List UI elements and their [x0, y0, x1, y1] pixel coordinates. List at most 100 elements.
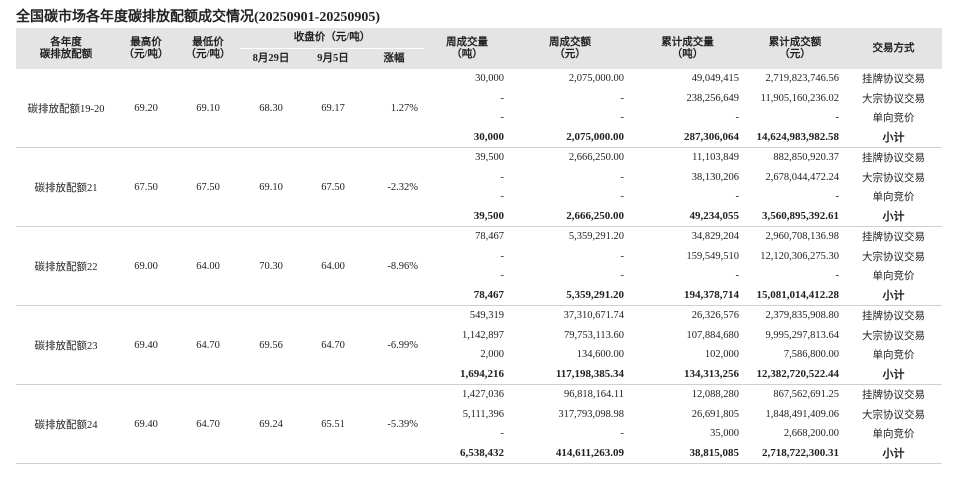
group-cell: 67.50: [302, 147, 364, 227]
data-cell: 2,666,250.00: [568, 152, 625, 164]
table-row: - - - - 单向竞价: [16, 187, 942, 207]
data-cell: 大宗协议交易: [862, 409, 926, 421]
table-row: - - 38,130,206 2,678,044,472.24 大宗协议交易: [16, 168, 942, 188]
header-cell: 累计成交额 （元）: [745, 28, 846, 69]
group-cell: 碳排放配额21: [16, 147, 116, 227]
data-cell: 317,793,098.98: [558, 408, 625, 420]
data-cell: 2,666,250.00: [510, 206, 631, 227]
data-cell: 26,691,805: [691, 408, 740, 420]
data-cell: 大宗协议交易: [862, 251, 926, 263]
data-cell: 挂牌协议交易: [862, 311, 926, 323]
group-cell: 67.50: [116, 147, 176, 227]
data-cell: 39,500: [475, 152, 505, 164]
data-cell: 2,719,823,746.56: [765, 73, 840, 85]
data-cell: -: [835, 191, 840, 203]
table-row: - - - - 单向竞价: [16, 108, 942, 128]
group-cell: 64.00: [302, 226, 364, 306]
data-cell: 37,310,671.74: [563, 310, 625, 322]
table-body: 碳排放配额19-20 69.20 69.10 68.30 69.17 1.27% 30,00…: [16, 69, 943, 464]
data-cell: 小计: [845, 443, 943, 464]
data-cell: 挂牌协议交易: [862, 74, 926, 86]
data-cell: 单向竞价: [872, 113, 915, 125]
data-cell: 78,467: [424, 285, 511, 306]
data-cell: 1,694,216: [424, 364, 511, 385]
table-row: 30,000 2,075,000.00 287,306,064 14,624,983,…: [16, 127, 943, 148]
group-cell: -8.96%: [364, 226, 425, 306]
group-cell: 69.10: [176, 69, 240, 148]
group-cell: 67.50: [176, 147, 240, 227]
header-cell: 最低价 （元/吨）: [176, 28, 240, 69]
data-cell: 大宗协议交易: [862, 172, 926, 184]
header-line: 最高价: [130, 36, 162, 48]
table-row: 碳排放配额24 69.40 64.70 69.24 65.51 -5.39% 1,427,0…: [16, 384, 942, 464]
table-row: 碳排放配额23 69.40 64.70 69.56 64.70 -6.99% 549,319…: [16, 305, 942, 385]
header-line: （吨）: [671, 48, 704, 60]
group-cell: -5.39%: [364, 384, 425, 464]
table-row: 5,111,396 317,793,098.98 26,691,805 1,848,4…: [16, 405, 942, 425]
data-cell: 134,600.00: [576, 349, 625, 361]
header-cell: 交易方式: [845, 28, 943, 69]
group-cell: 碳排放配额23: [16, 305, 116, 385]
data-cell: 102,000: [704, 349, 740, 361]
group-cell: 69.17: [302, 69, 364, 148]
data-cell: 2,379,835,908.80: [765, 310, 840, 322]
header-line: （元）: [779, 48, 811, 60]
header-line: （元/吨）: [123, 48, 169, 60]
data-cell: -: [835, 270, 840, 282]
group-cell: 64.70: [302, 305, 364, 385]
data-cell: -: [735, 270, 740, 282]
group-cell: 64.70: [176, 384, 240, 464]
data-cell: 12,382,720,522.44: [745, 364, 846, 385]
data-cell: 78,467: [475, 231, 505, 243]
data-cell: 12,120,306,275.30: [760, 250, 840, 262]
header-cell: 涨幅: [364, 48, 425, 69]
header-line: （吨）: [451, 48, 483, 60]
data-cell: 107,884,680: [686, 329, 740, 341]
data-cell: -: [620, 171, 625, 183]
data-cell: 小计: [845, 364, 943, 385]
data-cell: 287,306,064: [630, 127, 746, 148]
data-cell: 26,326,576: [691, 310, 740, 322]
data-cell: -: [620, 270, 625, 282]
group-cell: 69.40: [116, 305, 176, 385]
data-cell: 867,562,691.25: [773, 389, 840, 401]
data-cell: 15,081,014,412.28: [745, 285, 846, 306]
data-cell: 96,818,164.11: [564, 389, 625, 401]
header-line: 周成交额: [549, 36, 592, 48]
group-cell: 碳排放配额19-20: [16, 69, 116, 148]
header-cell: 收盘价（元/吨）: [240, 28, 425, 49]
data-cell: 11,103,849: [692, 152, 740, 164]
data-cell: 30,000: [424, 127, 511, 148]
header-line: （元/吨）: [185, 48, 231, 60]
data-cell: 414,611,263.09: [510, 443, 631, 464]
data-cell: 11,905,160,236.02: [760, 92, 840, 104]
table-row: - - - - 单向竞价: [16, 266, 942, 286]
data-cell: 12,088,280: [691, 389, 740, 401]
data-cell: 小计: [845, 206, 943, 227]
group-cell: 68.30: [240, 69, 302, 148]
table-row: 1,694,216 117,198,385.34 134,313,256 12,382…: [16, 364, 943, 385]
data-cell: -: [620, 428, 625, 440]
data-cell: 挂牌协议交易: [862, 232, 926, 244]
header-cell: 各年度 碳排放配额: [16, 28, 116, 69]
group-cell: 69.40: [116, 384, 176, 464]
data-cell: -: [620, 92, 625, 104]
data-cell: 2,960,708,136.98: [765, 231, 840, 243]
header-cell: 最高价 （元/吨）: [116, 28, 176, 69]
header-line: 周成交量: [446, 36, 489, 48]
data-cell: 117,198,385.34: [510, 364, 631, 385]
data-cell: -: [500, 112, 505, 124]
data-cell: 挂牌协议交易: [862, 390, 926, 402]
data-cell: 35,000: [710, 428, 740, 440]
data-cell: 小计: [845, 127, 943, 148]
data-cell: 49,049,415: [691, 73, 740, 85]
group-cell: -2.32%: [364, 147, 425, 227]
table-header: 各年度 碳排放配额 最高价 （元/吨） 最低价 （元/吨） 收盘价（元/吨） 周成交量…: [16, 28, 943, 69]
data-cell: 14,624,983,982.58: [745, 127, 846, 148]
data-cell: -: [835, 112, 840, 124]
group-cell: 64.00: [176, 226, 240, 306]
data-cell: 单向竞价: [872, 350, 915, 362]
data-cell: 单向竞价: [872, 271, 915, 283]
